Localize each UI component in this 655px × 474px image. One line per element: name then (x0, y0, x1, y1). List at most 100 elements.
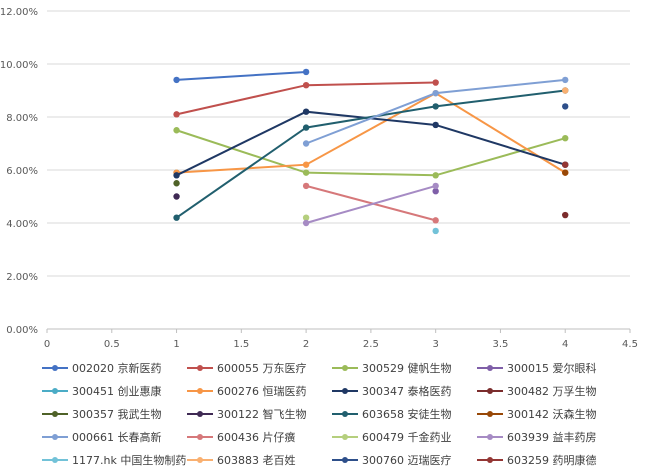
data-point (432, 121, 439, 129)
legend-label: 300357 我武生物 (72, 408, 162, 421)
legend-label: 300142 沃森生物 (507, 408, 597, 421)
legend-label: 600436 片仔癀 (217, 431, 296, 444)
y-tick-label: 10.00% (0, 60, 38, 71)
data-point (302, 68, 310, 76)
legend-swatch (477, 363, 503, 373)
legend-item: 000661 长春高新 (42, 429, 187, 445)
legend-swatch (187, 409, 213, 419)
legend-item: 300122 智飞生物 (187, 406, 332, 422)
legend-item: 002020 京新医药 (42, 360, 187, 376)
x-tick-label: 2.5 (363, 339, 379, 350)
legend-item: 300142 沃森生物 (477, 406, 622, 422)
legend-item: 603939 益丰药房 (477, 429, 622, 445)
series-line (176, 110, 566, 177)
data-point (432, 182, 439, 190)
legend-swatch (332, 432, 358, 442)
legend-item: 300357 我武生物 (42, 406, 187, 422)
series (562, 161, 569, 168)
series (302, 76, 569, 147)
series (173, 79, 439, 118)
legend-label: 600479 千金药业 (362, 431, 452, 444)
legend-label: 603259 药明康德 (507, 454, 597, 467)
legend-label: 300015 爱尔眼科 (507, 362, 597, 375)
legend-label: 000661 长春高新 (72, 431, 162, 444)
data-point (302, 219, 310, 227)
legend-label: 300122 智飞生物 (217, 408, 307, 421)
legend-item: 603259 药明康德 (477, 452, 622, 468)
legend-item: 603883 老百姓 (187, 452, 332, 468)
x-tick-label: 4 (562, 339, 568, 350)
legend-item: 300482 万孚生物 (477, 383, 622, 399)
series-line (305, 78, 566, 145)
data-point (302, 214, 310, 221)
legend-swatch (332, 386, 358, 396)
y-tick-labels: 0.00% 2.00% 4.00% 6.00% 8.00% 10.00% 12.00% (0, 7, 38, 336)
y-tick-label: 0.00% (6, 325, 38, 336)
x-tick-label: 0 (44, 339, 50, 350)
legend-swatch (477, 409, 503, 419)
legend-label: 300529 健帆生物 (362, 362, 452, 375)
legend-swatch (477, 386, 503, 396)
legend-swatch (187, 432, 213, 442)
data-point (562, 169, 569, 176)
series (432, 188, 439, 195)
legend-item: 300760 迈瑞医疗 (332, 452, 477, 468)
legend-swatch (332, 363, 358, 373)
data-point (562, 135, 569, 142)
legend-label: 300760 迈瑞医疗 (362, 454, 452, 467)
data-point (432, 103, 439, 110)
x-tick-label: 1.5 (233, 339, 249, 350)
x-tick-label: 3 (432, 339, 438, 350)
legend-swatch (42, 386, 68, 396)
legend-label: 1177.hk 中国生物制药 (72, 454, 187, 467)
legend-item: 300529 健帆生物 (332, 360, 477, 376)
gridlines (47, 10, 630, 330)
legend-item: 600276 恒瑞医药 (187, 383, 332, 399)
data-point (562, 211, 569, 219)
series-line (176, 91, 566, 174)
legend-swatch (477, 432, 503, 442)
legend-label: 603658 安徒生物 (362, 408, 452, 421)
data-point (432, 188, 439, 195)
series (173, 193, 180, 200)
data-point (173, 127, 180, 134)
data-point (302, 124, 310, 131)
data-point (432, 89, 439, 97)
series (562, 169, 569, 176)
legend-item: 603658 安徒生物 (332, 406, 477, 422)
series (562, 87, 569, 94)
legend-swatch (42, 432, 68, 442)
legend-item: 300451 创业惠康 (42, 383, 187, 399)
legend-label: 603939 益丰药房 (507, 431, 597, 444)
x-tick-label: 4.5 (622, 339, 638, 350)
legend-swatch (332, 409, 358, 419)
legend-label: 600055 万东医疗 (217, 362, 307, 375)
legend-item: 300347 泰格医药 (332, 383, 477, 399)
y-tick-label: 4.00% (6, 219, 38, 230)
legend-item: 1177.hk 中国生物制药 (42, 452, 187, 468)
series-line (175, 89, 566, 219)
data-point (432, 172, 439, 179)
legend-item: 600479 千金药业 (332, 429, 477, 445)
data-point (432, 79, 439, 86)
series-line (176, 129, 566, 177)
series (302, 182, 439, 227)
series (173, 89, 569, 176)
series (173, 127, 569, 179)
data-point (302, 140, 310, 147)
x-tick-label: 2 (303, 339, 309, 350)
series-line (305, 184, 436, 222)
data-point (173, 214, 180, 221)
x-tick-label: 0.5 (104, 339, 120, 350)
y-tick-label: 8.00% (6, 113, 38, 124)
legend-swatch (332, 455, 358, 465)
data-point (302, 182, 310, 190)
data-point (173, 111, 180, 118)
data-point (432, 217, 439, 224)
series-line (176, 70, 307, 81)
legend-label: 300347 泰格医药 (362, 385, 452, 398)
legend-item: 600436 片仔癀 (187, 429, 332, 445)
legend-item: 600055 万东医疗 (187, 360, 332, 376)
data-point (302, 161, 310, 168)
